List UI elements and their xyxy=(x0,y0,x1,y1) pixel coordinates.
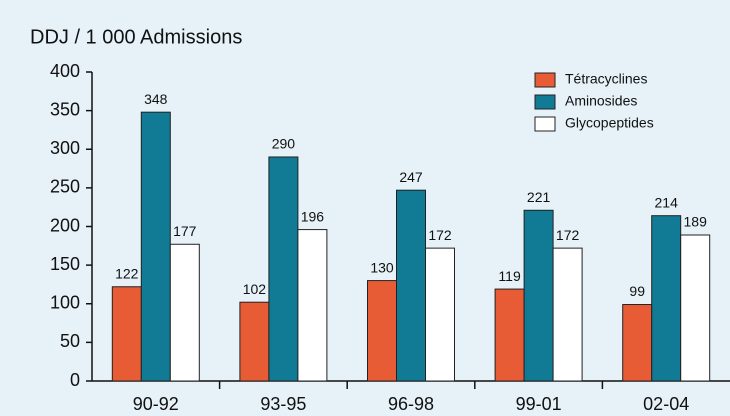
bar xyxy=(140,111,171,382)
value-label: 290 xyxy=(272,136,296,152)
chart-title: DDJ / 1 000 Admissions xyxy=(30,26,242,48)
value-label: 102 xyxy=(243,281,267,297)
value-label: 122 xyxy=(115,265,139,281)
y-tick-label: 350 xyxy=(50,99,80,119)
x-tick-label: 96-98 xyxy=(388,394,434,414)
y-tick-label: 100 xyxy=(50,293,80,313)
legend-label: Tétracyclines xyxy=(565,71,647,87)
value-label: 172 xyxy=(428,227,452,243)
value-label: 196 xyxy=(301,208,325,224)
x-tick-label: 90-92 xyxy=(133,394,179,414)
legend-swatch xyxy=(534,116,556,132)
value-label: 247 xyxy=(399,169,423,185)
value-label: 177 xyxy=(173,223,197,239)
bar xyxy=(494,288,525,382)
y-tick-label: 250 xyxy=(50,177,80,197)
legend-label: Glycopeptides xyxy=(565,115,654,131)
y-tick-label: 150 xyxy=(50,254,80,274)
value-label: 172 xyxy=(556,227,580,243)
bar xyxy=(239,301,270,382)
y-tick-label: 400 xyxy=(50,61,80,81)
bar xyxy=(297,229,328,382)
x-tick-label: 02-04 xyxy=(643,394,689,414)
value-label: 221 xyxy=(527,189,551,205)
bar xyxy=(680,234,711,382)
bar xyxy=(622,304,653,382)
y-tick-label: 0 xyxy=(70,370,80,390)
bar xyxy=(169,243,200,382)
legend-swatch xyxy=(534,94,556,110)
value-label: 99 xyxy=(629,283,645,299)
bar xyxy=(425,247,455,382)
y-tick-label: 200 xyxy=(50,215,80,235)
x-tick-label: 93-95 xyxy=(260,394,306,414)
legend-label: Aminosides xyxy=(565,93,637,109)
bar xyxy=(367,280,397,382)
bar xyxy=(523,209,554,382)
value-label: 189 xyxy=(684,214,708,230)
value-label: 130 xyxy=(370,259,394,275)
value-label: 348 xyxy=(144,91,168,107)
bar xyxy=(552,247,583,382)
bar xyxy=(111,286,142,382)
value-label: 119 xyxy=(498,268,521,284)
y-tick-label: 50 xyxy=(60,331,80,351)
bar xyxy=(268,156,299,382)
y-tick-label: 300 xyxy=(50,138,80,158)
bar xyxy=(396,189,426,382)
legend-swatch xyxy=(534,72,556,88)
bar xyxy=(651,215,682,382)
value-label: 214 xyxy=(655,194,679,210)
x-tick-label: 99-01 xyxy=(516,394,562,414)
